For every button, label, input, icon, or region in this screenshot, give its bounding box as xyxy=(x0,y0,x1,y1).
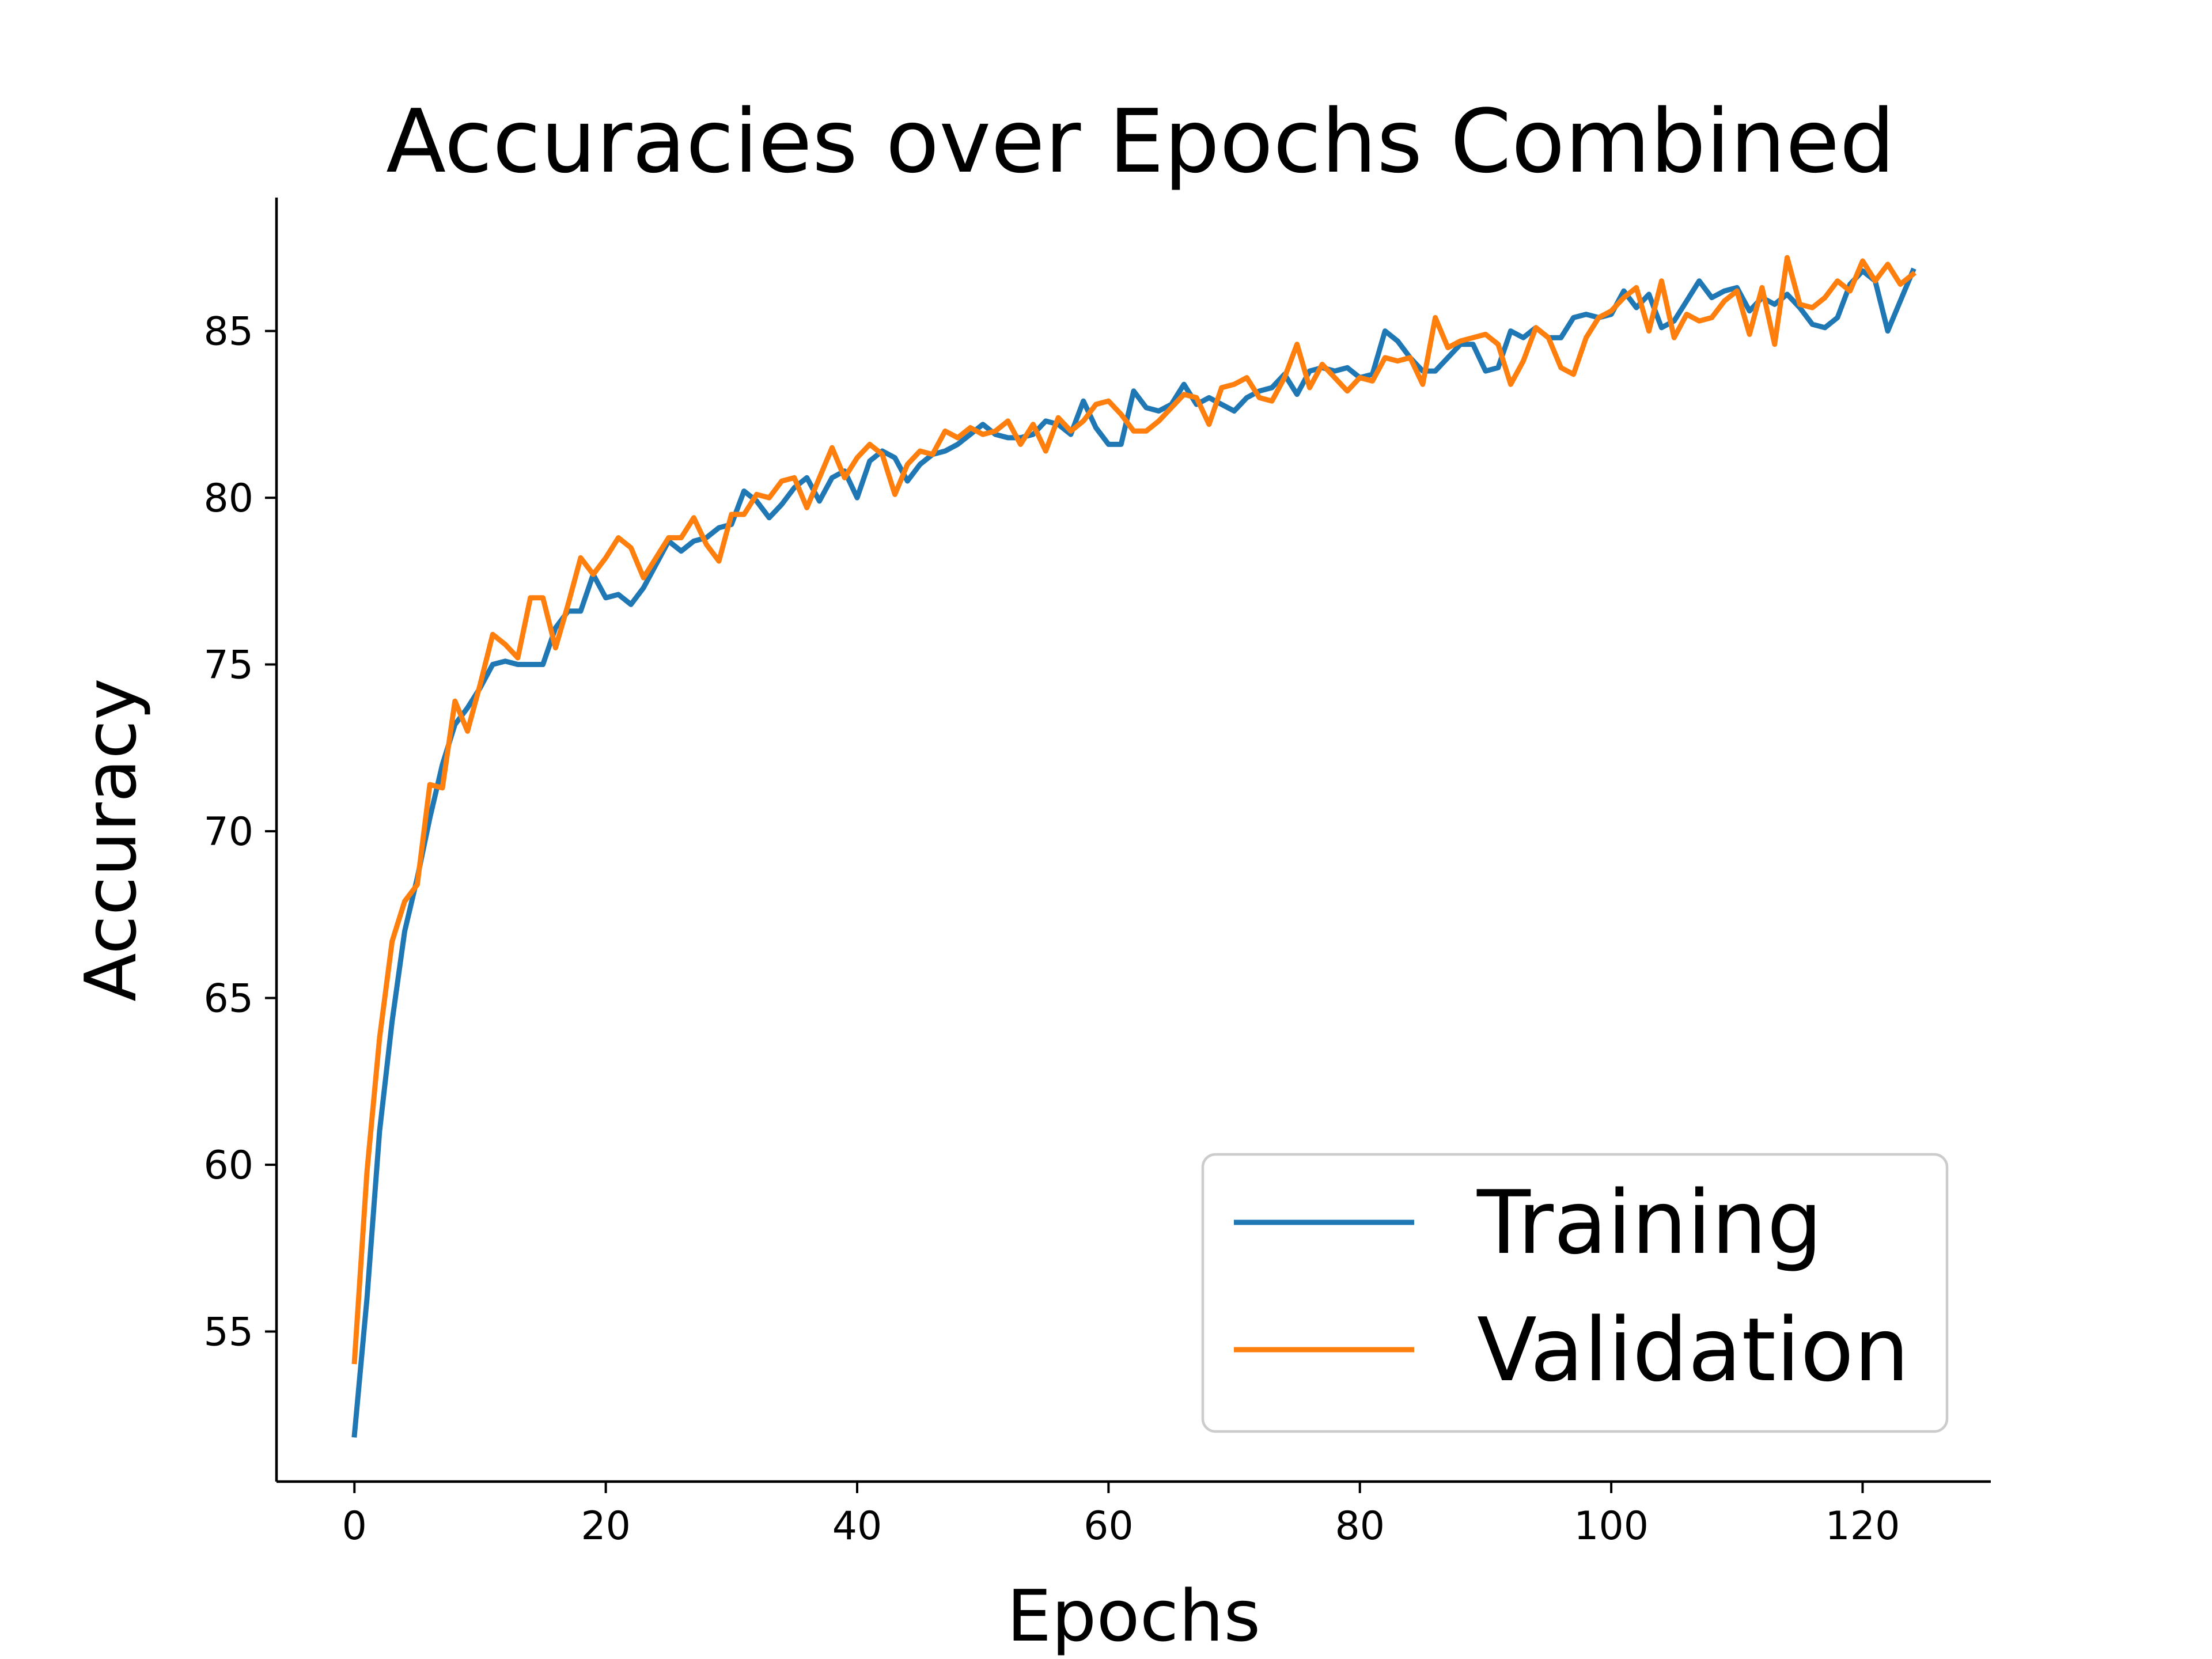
y-tick-label: 65 xyxy=(203,976,253,1022)
y-tick-label: 85 xyxy=(203,309,253,355)
y-axis-label: Accuracy xyxy=(70,678,153,1002)
x-tick-label: 40 xyxy=(832,1503,882,1549)
series-lines xyxy=(351,255,1917,1438)
y-axis-ticks: 55 60 65 70 75 80 85 xyxy=(203,309,276,1355)
legend: Training Validation xyxy=(1201,1153,1949,1433)
x-tick-label: 20 xyxy=(581,1503,631,1549)
y-tick-label: 75 xyxy=(203,643,253,688)
x-tick-label: 0 xyxy=(342,1503,367,1549)
series-line-validation xyxy=(351,255,1917,1365)
legend-label-training: Training xyxy=(1476,1172,1823,1274)
x-tick-label: 80 xyxy=(1335,1503,1385,1549)
y-tick-label: 70 xyxy=(203,809,253,855)
chart-title: Accuracies over Epochs Combined xyxy=(386,90,1895,192)
x-axis-ticks: 0 20 40 60 80 100 120 xyxy=(342,1482,1900,1549)
legend-label-validation: Validation xyxy=(1477,1299,1910,1401)
x-tick-label: 120 xyxy=(1825,1503,1900,1549)
y-tick-label: 60 xyxy=(203,1143,253,1188)
y-tick-label: 80 xyxy=(203,476,253,521)
x-tick-label: 100 xyxy=(1574,1503,1649,1549)
x-axis-label: Epochs xyxy=(1007,1575,1261,1658)
x-tick-label: 60 xyxy=(1084,1503,1134,1549)
y-tick-label: 55 xyxy=(203,1309,253,1355)
